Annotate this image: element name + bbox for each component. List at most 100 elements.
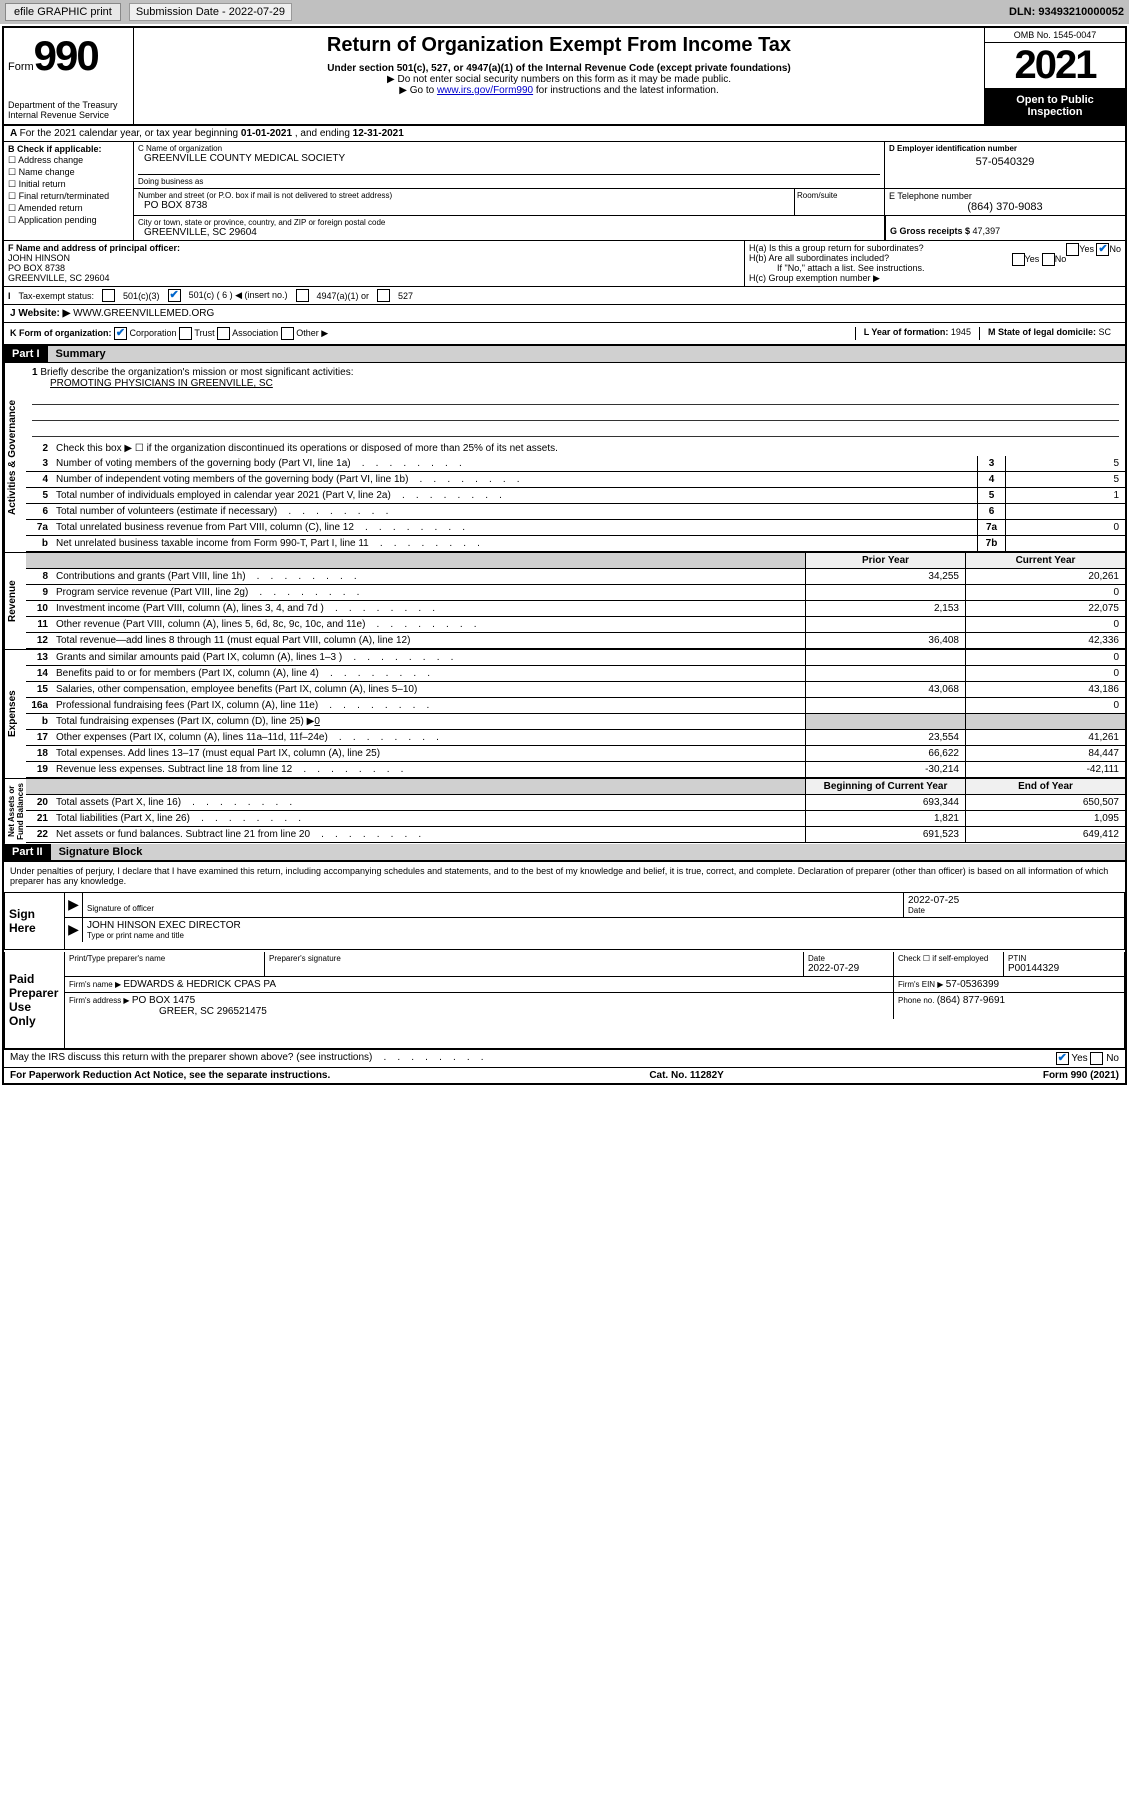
prep-name-cell: Print/Type preparer's name [65,952,265,976]
d-label: D Employer identification number [889,144,1121,153]
val-4: 5 [1005,472,1125,487]
prep-sig-cell: Preparer's signature [265,952,804,976]
part2-header: Part II Signature Block [4,844,1125,861]
chk-final-return[interactable]: ☐ Final return/terminated [8,191,129,202]
box-h: H(a) Is this a group return for subordin… [745,241,1125,286]
chk-amended[interactable]: ☐ Amended return [8,203,129,214]
dba-label: Doing business as [138,177,880,186]
city-value: GREENVILLE, SC 29604 [144,227,880,238]
line-7b: Net unrelated business taxable income fr… [52,536,977,551]
may-irs-yes[interactable]: ✔ [1056,1052,1069,1065]
year-formation: 1945 [951,327,971,337]
chk-501c[interactable]: ✔ [168,289,181,302]
ha-no[interactable]: ✔ [1096,243,1109,256]
may-irs-question: May the IRS discuss this return with the… [10,1052,1056,1065]
efile-print-button[interactable]: efile GRAPHIC print [5,3,121,21]
chk-4947[interactable] [296,289,309,302]
addr-city: City or town, state or province, country… [134,216,885,240]
vtab-expenses: Expenses [4,650,26,778]
chk-assoc[interactable] [217,327,230,340]
e-label: E Telephone number [889,191,1121,201]
c13: 0 [965,650,1125,665]
row-i-tax-exempt: I Tax-exempt status: 501(c)(3) ✔501(c) (… [4,287,1125,305]
period-begin: 01-01-2021 [241,128,292,139]
p15: 43,068 [805,682,965,697]
hb-no[interactable] [1042,253,1055,266]
b-label: B Check if applicable: [8,144,102,154]
chk-trust[interactable] [179,327,192,340]
chk-initial-return[interactable]: ☐ Initial return [8,179,129,190]
dln: DLN: 93493210000052 [1009,6,1124,18]
box-m-state: M State of legal domicile: SC [979,327,1119,340]
state-domicile: SC [1098,327,1111,337]
chk-corp[interactable]: ✔ [114,327,127,340]
form-header: Form 990 Department of the Treasury Inte… [4,28,1125,126]
form-number: 990 [34,32,98,80]
chk-527[interactable] [377,289,390,302]
e22: 649,412 [965,827,1125,842]
p16a [805,698,965,713]
footer-catno: Cat. No. 11282Y [649,1070,723,1081]
irs-link[interactable]: www.irs.gov/Form990 [437,85,533,96]
ha-yes[interactable] [1066,243,1079,256]
sign-here-block: Sign Here ▶ Signature of officer 2022-07… [4,892,1125,950]
hdr-curr: Current Year [965,553,1125,568]
chk-app-pending[interactable]: ☐ Application pending [8,215,129,226]
row-a-text: For the 2021 calendar year, or tax year … [20,128,241,139]
city-label: City or town, state or province, country… [138,218,880,227]
line-15: Salaries, other compensation, employee b… [52,682,805,697]
line-22: Net assets or fund balances. Subtract li… [52,827,805,842]
room-suite: Room/suite [795,189,885,215]
sign-here-label: Sign Here [5,893,65,949]
c8: 20,261 [965,569,1125,584]
k-label: K Form of organization: [10,328,112,338]
chk-other[interactable] [281,327,294,340]
line-5: Total number of individuals employed in … [52,488,977,503]
p17: 23,554 [805,730,965,745]
line-3: Number of voting members of the governin… [52,456,977,471]
line-13: Grants and similar amounts paid (Part IX… [52,650,805,665]
row-a-tax-period: A For the 2021 calendar year, or tax yea… [4,126,1125,142]
section-bcdefg: B Check if applicable: ☐ Address change … [4,142,1125,241]
line-16a: Professional fundraising fees (Part IX, … [52,698,805,713]
hb-yes[interactable] [1012,253,1025,266]
self-emp-cell[interactable]: Check ☐ if self-employed [894,952,1004,976]
e21: 1,095 [965,811,1125,826]
subtitle-1: Under section 501(c), 527, or 4947(a)(1)… [142,63,976,74]
g-label: G Gross receipts $ [890,226,973,236]
box-g-gross: G Gross receipts $ 47,397 [885,216,1125,240]
footer-formno: Form 990 (2021) [1043,1070,1119,1081]
e20: 650,507 [965,795,1125,810]
line-17: Other expenses (Part IX, column (A), lin… [52,730,805,745]
f-label: F Name and address of principal officer: [8,243,180,253]
vtab-revenue: Revenue [4,553,26,649]
vtab-net-assets: Net Assets or Fund Balances [4,779,26,844]
hdr-eoy: End of Year [965,779,1125,794]
gross-receipts: 47,397 [973,226,1001,236]
c10: 22,075 [965,601,1125,616]
website-value: WWW.GREENVILLEMED.ORG [73,308,214,319]
toolbar: efile GRAPHIC print Submission Date - 20… [0,0,1129,24]
sig-officer-cell: Signature of officer [83,893,904,917]
chk-501c3[interactable] [102,289,115,302]
ein-value: 57-0540329 [889,156,1121,168]
b22: 691,523 [805,827,965,842]
hb-text: H(b) Are all subordinates included? [749,253,889,263]
firm-name-cell: Firm's name ▶ EDWARDS & HEDRICK CPAS PA [65,977,894,992]
chk-name-change[interactable]: ☐ Name change [8,167,129,178]
open-to-public: Open to Public Inspection [985,88,1125,124]
val-3: 5 [1005,456,1125,471]
header-right: OMB No. 1545-0047 2021 Open to Public In… [985,28,1125,124]
line-14: Benefits paid to or for members (Part IX… [52,666,805,681]
p10: 2,153 [805,601,965,616]
chk-address-change[interactable]: ☐ Address change [8,155,129,166]
line-18: Total expenses. Add lines 13–17 (must eq… [52,746,805,761]
val-7a: 0 [1005,520,1125,535]
sig-date-cell: 2022-07-25Date [904,893,1124,917]
val-5: 1 [1005,488,1125,503]
revenue-section: Revenue Prior YearCurrent Year 8Contribu… [4,552,1125,649]
b20: 693,344 [805,795,965,810]
may-irs-no[interactable] [1090,1052,1103,1065]
vtab-activities: Activities & Governance [4,363,26,552]
net-assets-section: Net Assets or Fund Balances Beginning of… [4,778,1125,844]
